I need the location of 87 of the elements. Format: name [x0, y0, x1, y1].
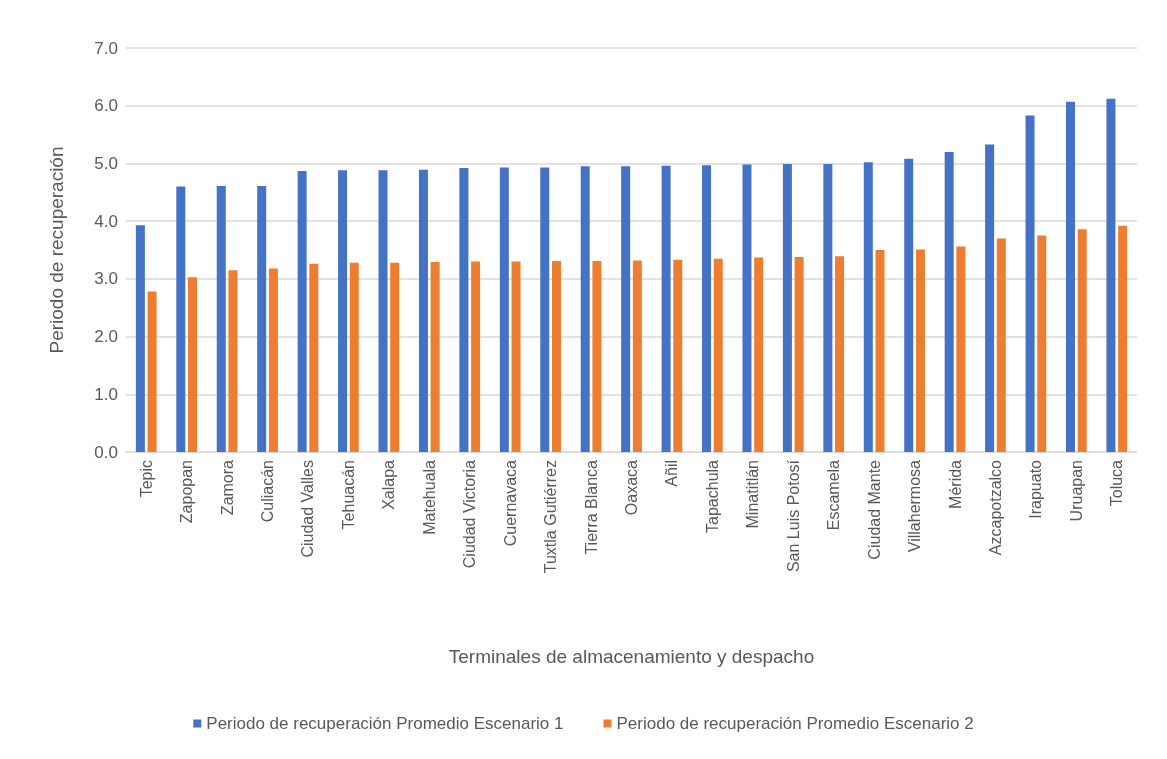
x-tick-label: Minatitlán [744, 460, 762, 529]
bar [915, 249, 925, 452]
bar [1077, 229, 1087, 452]
bar [176, 186, 186, 452]
y-tick-label: 1.0 [94, 384, 118, 404]
bar [188, 277, 198, 452]
bar [782, 164, 792, 452]
x-tick-label: Tehuacán [339, 460, 357, 530]
bar [621, 166, 631, 452]
bar [702, 165, 712, 452]
bar [390, 262, 400, 452]
bar [540, 167, 550, 452]
bar [309, 263, 319, 452]
bar [551, 260, 561, 452]
y-tick-label: 4.0 [94, 211, 118, 231]
x-tick-label: Villahermosa [906, 459, 924, 553]
bar [661, 165, 671, 452]
bar [985, 144, 995, 452]
bar [996, 238, 1006, 452]
bar [499, 167, 509, 452]
y-tick-label: 7.0 [94, 38, 118, 58]
bar [875, 250, 885, 452]
bar [863, 162, 873, 452]
bar [459, 168, 469, 452]
bar [904, 158, 914, 452]
x-tick-label: Ciudad Victoria [461, 459, 479, 569]
x-tick-label: Tuxtla Gutiérrez [542, 460, 560, 574]
x-tick-label: Xalapa [380, 459, 398, 510]
bar [713, 258, 723, 452]
y-tick-label: 6.0 [94, 96, 118, 116]
bar [471, 261, 481, 452]
bar [430, 262, 440, 452]
x-tick-label: Azcapotzalco [986, 459, 1004, 556]
x-tick-label: Zapopan [178, 460, 196, 524]
bar [378, 170, 388, 452]
x-tick-label: San Luis Potosí [784, 459, 802, 573]
x-tick-label: Tierra Blanca [582, 459, 600, 555]
bar [823, 164, 833, 452]
x-tick-label: Irapuato [1027, 459, 1045, 519]
x-tick-label: Añil [663, 460, 681, 487]
x-tick-label: Cuernavaca [501, 459, 519, 547]
bar [297, 170, 307, 452]
bar [592, 260, 602, 452]
y-tick-label: 2.0 [94, 327, 118, 347]
legend-label: Periodo de recuperación Promedio Escenario 2 [616, 714, 974, 733]
x-tick-label: Tapachula [703, 459, 721, 533]
bar [580, 166, 590, 452]
x-tick-label: Zamora [218, 459, 236, 516]
bar [956, 246, 966, 452]
x-tick-label: Ciudad Valles [299, 460, 317, 558]
x-tick-label: Escamela [825, 459, 843, 531]
bar [944, 151, 954, 452]
bar [1065, 101, 1075, 452]
bar [1118, 225, 1128, 452]
x-tick-label: Culiacán [259, 460, 277, 523]
bar [268, 268, 278, 452]
bar [338, 170, 348, 452]
bar [147, 291, 157, 452]
bar [1025, 115, 1035, 452]
x-tick-label: Matehuala [420, 459, 438, 535]
bar [511, 261, 521, 452]
bar [349, 262, 359, 452]
y-tick-label: 5.0 [94, 153, 118, 173]
bar [632, 260, 642, 452]
y-axis-title: Periodo de recuperación [46, 146, 67, 354]
y-tick-label: 3.0 [94, 269, 118, 289]
y-tick-label: 0.0 [94, 442, 118, 462]
x-tick-label: Ciudad Mante [865, 459, 883, 560]
legend-label: Periodo de recuperación Promedio Escenario 1 [206, 714, 564, 733]
bar [216, 185, 226, 452]
bar [1037, 235, 1047, 452]
x-tick-label: Toluca [1108, 459, 1126, 507]
bar [794, 256, 804, 452]
x-tick-label: Mérida [946, 459, 964, 509]
bar [135, 225, 145, 452]
x-axis-title: Terminales de almacenamiento y despacho [448, 646, 815, 667]
x-tick-label: Oaxaca [623, 459, 640, 516]
x-tick-label: Tepic [137, 460, 155, 498]
bar [673, 259, 683, 452]
x-tick-label: Uruapan [1067, 460, 1085, 522]
bar [754, 257, 764, 452]
bar [228, 270, 238, 452]
bar [418, 169, 428, 452]
bar [742, 164, 752, 452]
bar [1106, 98, 1116, 452]
bar [835, 256, 845, 452]
bar [257, 185, 267, 452]
